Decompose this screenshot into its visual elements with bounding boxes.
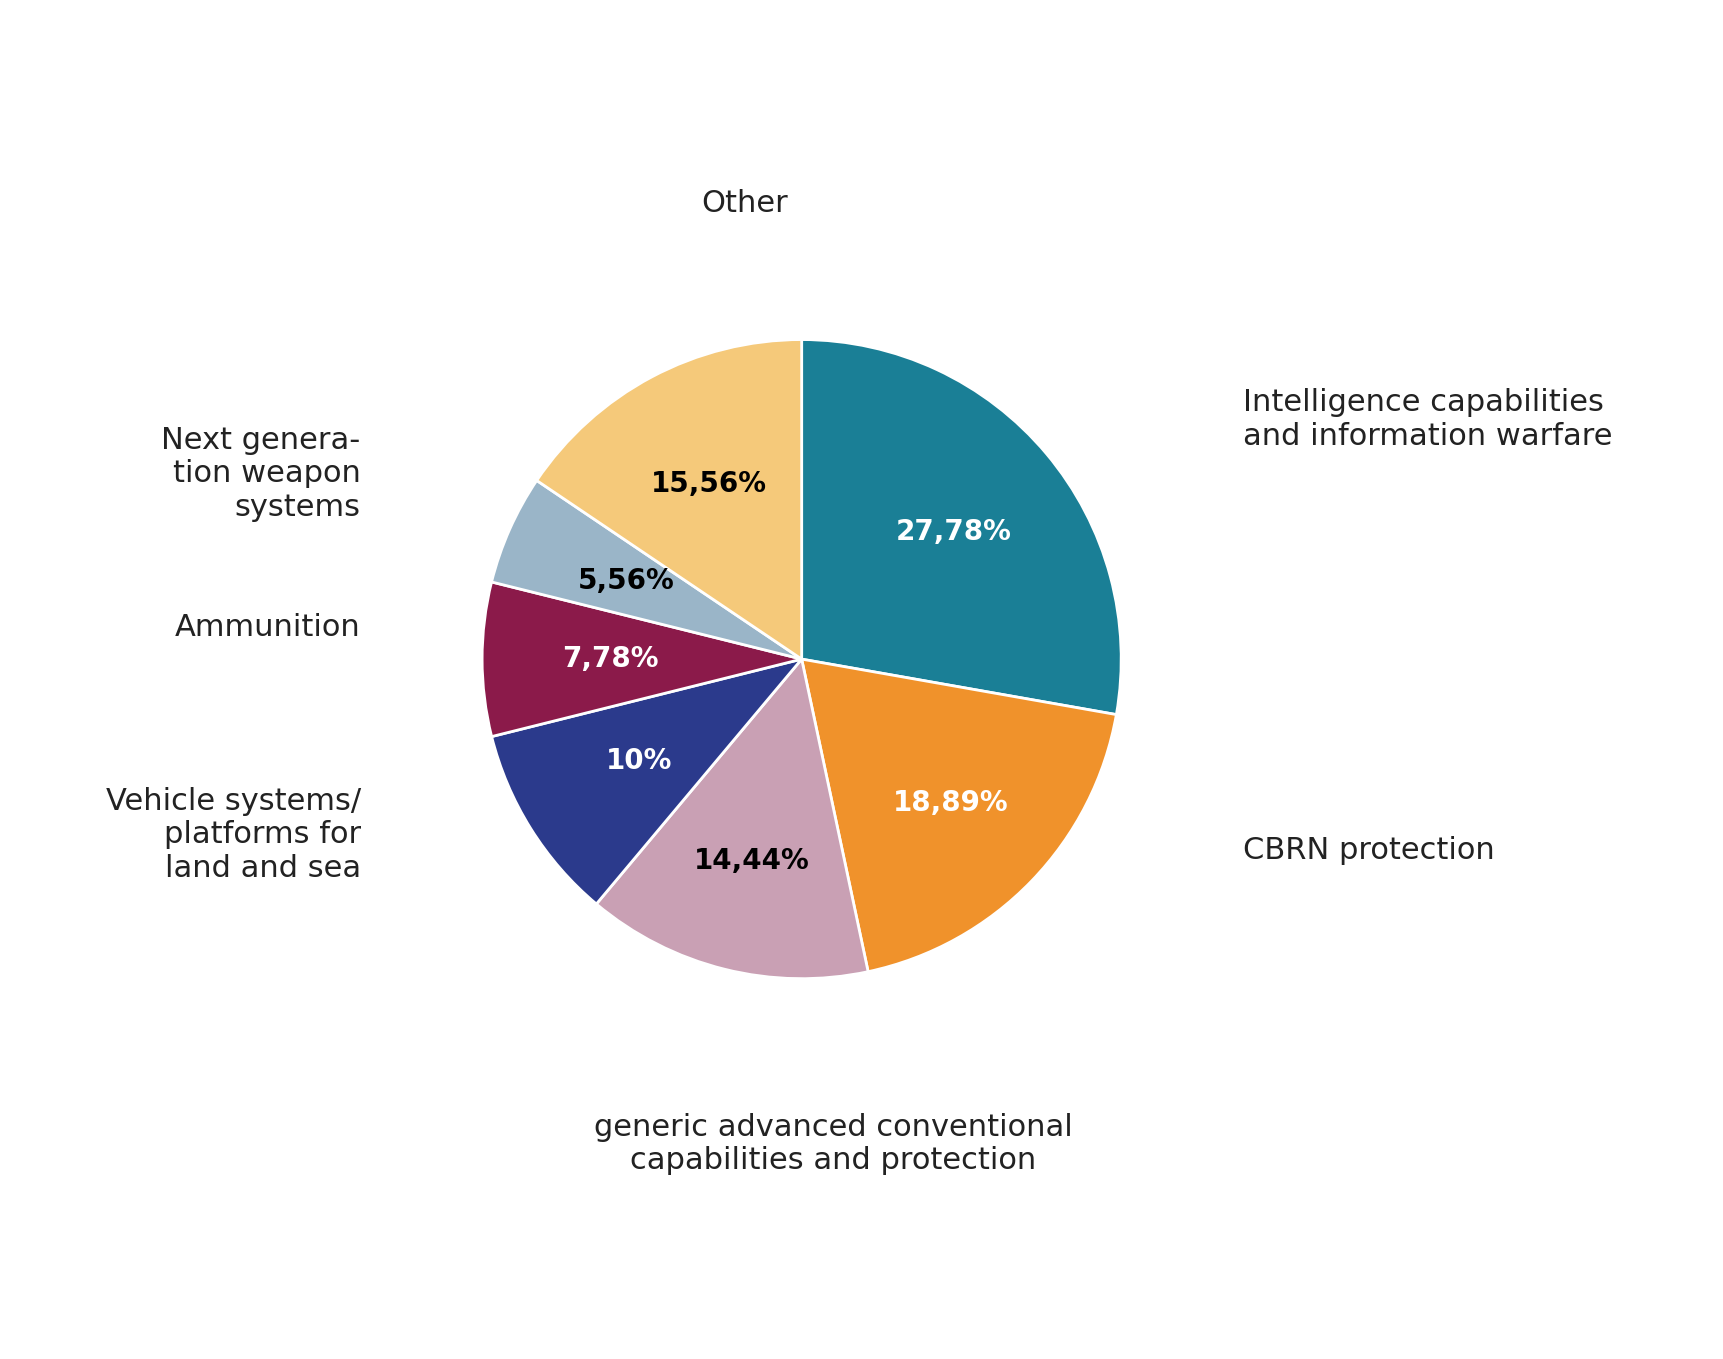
Text: 18,89%: 18,89%	[893, 790, 1008, 817]
Text: generic advanced conventional
capabilities and protection: generic advanced conventional capabiliti…	[594, 1113, 1072, 1176]
Text: Vehicle systems/
platforms for
land and sea: Vehicle systems/ platforms for land and …	[105, 787, 360, 883]
Wedge shape	[482, 582, 801, 737]
Wedge shape	[596, 659, 868, 978]
Text: 7,78%: 7,78%	[562, 646, 658, 673]
Text: 15,56%: 15,56%	[650, 470, 767, 499]
Wedge shape	[801, 659, 1117, 972]
Text: CBRN protection: CBRN protection	[1242, 836, 1494, 866]
Text: Intelligence capabilities
and information warfare: Intelligence capabilities and informatio…	[1242, 389, 1611, 451]
Wedge shape	[491, 481, 801, 659]
Text: Other: Other	[700, 189, 787, 219]
Text: 27,78%: 27,78%	[894, 518, 1011, 546]
Wedge shape	[536, 340, 801, 659]
Wedge shape	[801, 340, 1120, 715]
Wedge shape	[491, 659, 801, 904]
Text: 10%: 10%	[605, 747, 672, 775]
Text: Ammunition: Ammunition	[174, 613, 360, 641]
Text: 5,56%: 5,56%	[577, 567, 674, 595]
Text: 14,44%: 14,44%	[693, 847, 808, 875]
Text: Next genera-
tion weapon
systems: Next genera- tion weapon systems	[162, 425, 360, 522]
